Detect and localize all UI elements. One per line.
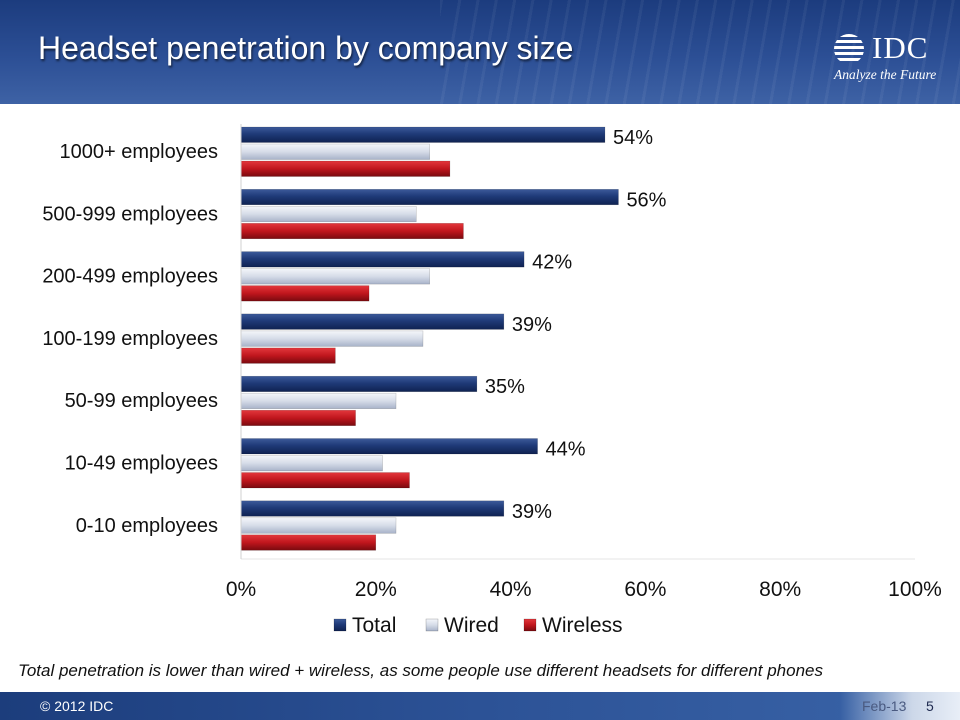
slide-title: Headset penetration by company size: [38, 30, 574, 66]
bar-wired-0-10-employees: [240, 517, 397, 534]
bars: [240, 126, 619, 551]
bar-wireless-1000-employees: [240, 160, 451, 177]
x-tick-20pct: 20%: [355, 578, 397, 601]
legend-label-wired: Wired: [444, 614, 499, 637]
legend-swatch-wireless: [523, 618, 537, 632]
slide-footer: © 2012 IDC Feb-13 5: [0, 692, 960, 720]
logo-wordmark: IDC: [872, 30, 929, 65]
bar-wireless-500-999-employees: [240, 223, 464, 240]
bar-total-500-999-employees: [240, 189, 619, 206]
x-tick-100pct: 100%: [888, 578, 942, 601]
bar-total-1000-employees: [240, 126, 606, 143]
logo-tagline: Analyze the Future: [834, 67, 937, 82]
bar-wireless-10-49-employees: [240, 472, 410, 489]
category-label-10-49-employees: 10-49 employees: [65, 453, 218, 475]
footnote: Total penetration is lower than wired + …: [18, 661, 823, 680]
legend: Total Wired Wireless: [333, 614, 623, 637]
bar-wireless-200-499-employees: [240, 285, 370, 302]
bar-wireless-100-199-employees: [240, 347, 336, 364]
data-label-total-50-99-employees: 35%: [485, 376, 525, 398]
bar-wired-50-99-employees: [240, 392, 397, 409]
bar-wired-200-499-employees: [240, 268, 430, 285]
globe-icon: [834, 34, 864, 64]
legend-label-total: Total: [352, 614, 396, 637]
legend-swatch-total: [333, 618, 347, 632]
data-label-total-500-999-employees: 56%: [626, 189, 666, 211]
category-label-100-199-employees: 100-199 employees: [42, 328, 218, 350]
data-label-total-10-49-employees: 44%: [546, 439, 586, 461]
category-label-50-99-employees: 50-99 employees: [65, 390, 218, 412]
data-label-total-100-199-employees: 39%: [512, 314, 552, 336]
bar-total-10-49-employees: [240, 438, 538, 455]
x-tick-40pct: 40%: [490, 578, 532, 601]
category-label-500-999-employees: 500-999 employees: [42, 203, 218, 225]
bar-wired-500-999-employees: [240, 206, 417, 223]
x-tick-60pct: 60%: [624, 578, 666, 601]
legend-label-wireless: Wireless: [542, 614, 623, 637]
bar-total-200-499-employees: [240, 251, 525, 268]
x-tick-80pct: 80%: [759, 578, 801, 601]
bar-total-0-10-employees: [240, 500, 505, 517]
x-tick-0pct: 0%: [226, 578, 256, 601]
data-label-total-0-10-employees: 39%: [512, 501, 552, 523]
legend-swatch-wired: [425, 618, 439, 632]
bar-total-50-99-employees: [240, 375, 478, 392]
bar-wired-100-199-employees: [240, 330, 424, 347]
bar-wired-1000-employees: [240, 143, 430, 160]
x-axis: 0% 20% 40% 60% 80% 100%: [226, 124, 942, 601]
slide-header: Headset penetration by company size IDC …: [0, 0, 960, 104]
bar-wireless-50-99-employees: [240, 409, 356, 426]
category-label-200-499-employees: 200-499 employees: [42, 266, 218, 288]
bar-wireless-0-10-employees: [240, 534, 377, 551]
copyright: © 2012 IDC: [40, 698, 114, 714]
footer-fade: [840, 692, 960, 720]
category-labels: 1000+ employees 54% 500-999 employees 56% 20…: [42, 127, 666, 537]
category-label-0-10-employees: 0-10 employees: [76, 515, 218, 537]
header-texture: [440, 0, 960, 104]
bar-total-100-199-employees: [240, 313, 505, 330]
page-number: 5: [926, 698, 934, 714]
idc-logo: IDC Analyze the Future: [832, 30, 948, 88]
bar-wired-10-49-employees: [240, 455, 383, 472]
data-label-total-200-499-employees: 42%: [532, 252, 572, 274]
category-label-1000-employees: 1000+ employees: [60, 141, 218, 163]
footer-date: Feb-13: [862, 698, 907, 714]
bar-chart: 1000+ employees 54% 500-999 employees 56% 20…: [42, 124, 942, 637]
data-label-total-1000-employees: 54%: [613, 127, 653, 149]
